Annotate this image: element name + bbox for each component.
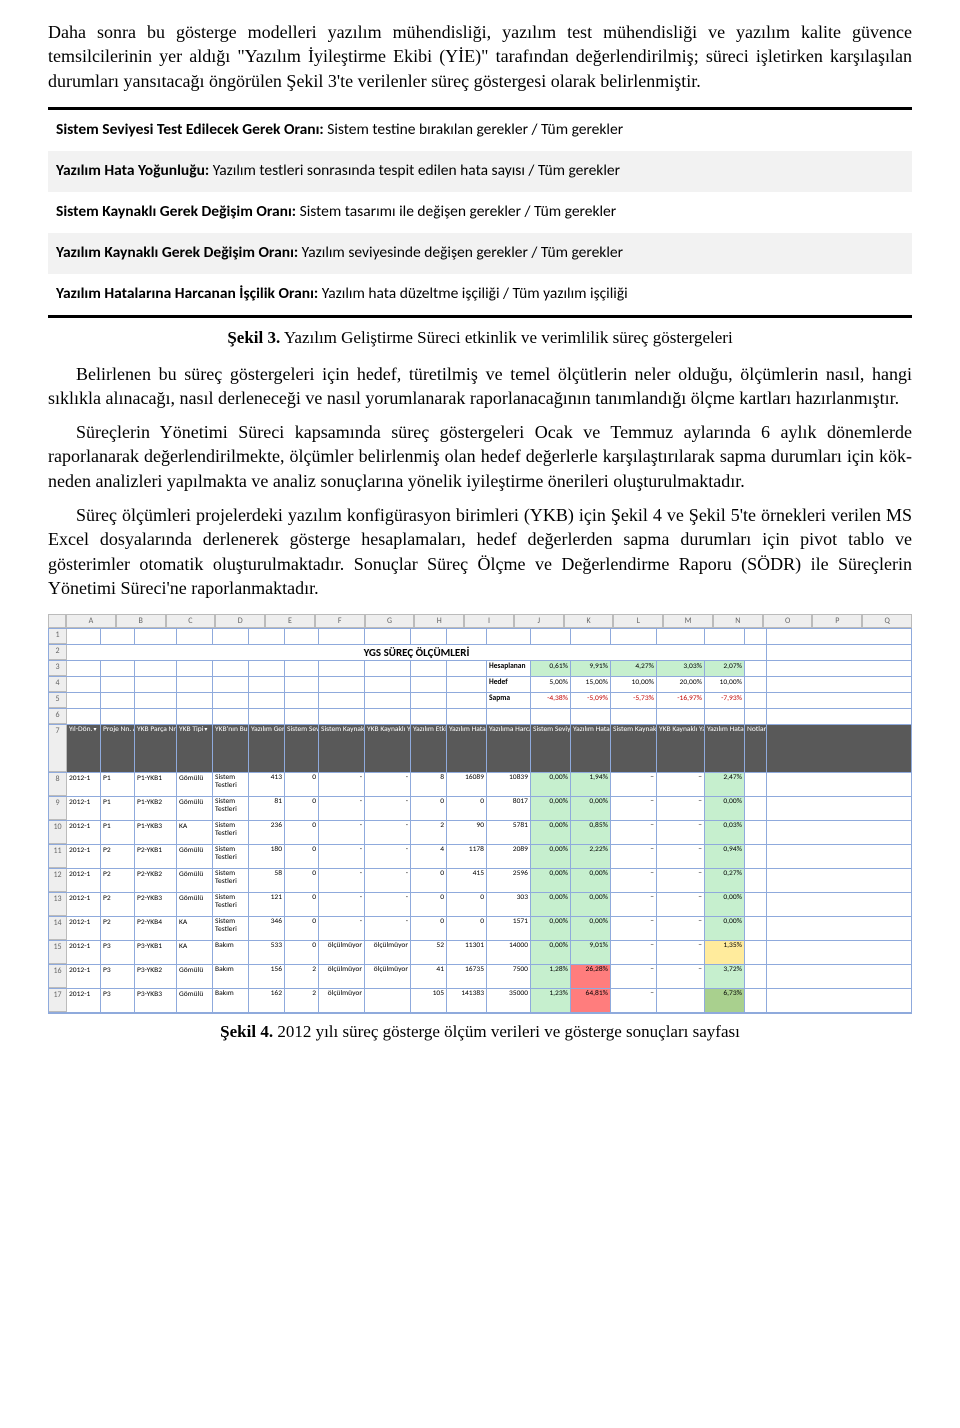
definition-row: Sistem Seviyesi Test Edilecek Gerek Oran… [48, 110, 912, 151]
definition-row: Yazılım Hatalarına Harcanan İşçilik Oran… [48, 274, 912, 315]
paragraph-4: Süreç ölçümleri projelerdeki yazılım kon… [48, 503, 912, 600]
figure3-caption: Şekil 3. Yazılım Geliştirme Süreci etkin… [48, 328, 912, 348]
paragraph-2: Belirlenen bu süreç göstergeleri için he… [48, 362, 912, 411]
excel-screenshot: ABCDEFGHIJKLMNOPQ 12YGS SÜREÇ ÖLÇÜMLERİ3… [48, 614, 912, 1014]
definition-row: Yazılım Hata Yoğunluğu: Yazılım testleri… [48, 151, 912, 192]
definition-row: Sistem Kaynaklı Gerek Değişim Oranı: Sis… [48, 192, 912, 233]
intro-paragraph: Daha sonra bu gösterge modelleri yazılım… [48, 20, 912, 93]
definitions-box: Sistem Seviyesi Test Edilecek Gerek Oran… [48, 107, 912, 318]
definition-row: Yazılım Kaynaklı Gerek Değişim Oranı: Ya… [48, 233, 912, 274]
paragraph-3: Süreçlerin Yönetimi Süreci kapsamında sü… [48, 420, 912, 493]
figure4-caption: Şekil 4. 2012 yılı süreç gösterge ölçüm … [48, 1022, 912, 1042]
